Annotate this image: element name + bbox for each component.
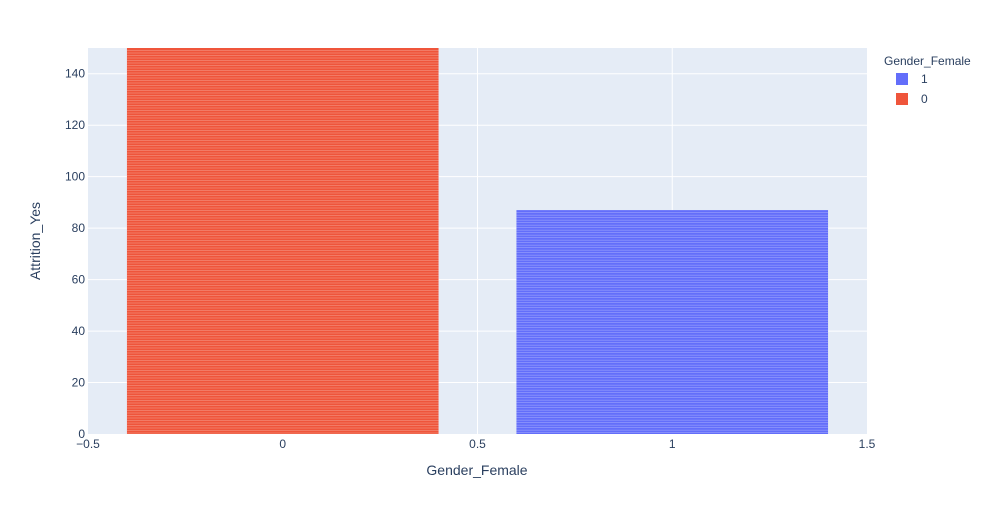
x-tick-label: 1 (669, 437, 676, 451)
y-tick-label: 20 (72, 376, 86, 390)
bar-0 (126, 48, 439, 434)
y-tick-label: 40 (72, 324, 86, 338)
legend-item-1[interactable]: 1 (896, 72, 928, 86)
y-tick-label: 80 (72, 221, 86, 235)
legend-label: 1 (921, 72, 928, 86)
legend-item-0[interactable]: 0 (896, 92, 928, 106)
x-tick-label: −0.5 (76, 437, 100, 451)
y-tick-label: 140 (65, 67, 85, 81)
x-tick-labels: −0.5 0 0.5 1 1.5 (76, 437, 876, 451)
x-axis-title: Gender_Female (426, 462, 527, 478)
y-tick-label: 0 (78, 427, 85, 441)
x-tick-label: 0.5 (469, 437, 486, 451)
y-tick-labels: 0 20 40 60 80 100 120 140 (65, 67, 85, 441)
bar-fill (126, 48, 439, 434)
bars (126, 48, 829, 434)
bar-stripes (516, 212, 829, 433)
legend-swatch (896, 73, 908, 85)
bar-1 (516, 210, 829, 434)
bar-fill (516, 210, 829, 434)
legend-swatch (896, 93, 908, 105)
y-tick-label: 100 (65, 170, 85, 184)
y-axis-title: Attrition_Yes (27, 202, 43, 280)
legend-label: 0 (921, 92, 928, 106)
x-tick-label: 1.5 (859, 437, 876, 451)
bar-stripes (126, 50, 439, 434)
y-tick-label: 120 (65, 118, 85, 132)
x-tick-label: 0 (279, 437, 286, 451)
y-tick-label: 60 (72, 273, 86, 287)
legend-title: Gender_Female (884, 54, 971, 68)
legend: Gender_Female 1 0 (884, 54, 971, 106)
